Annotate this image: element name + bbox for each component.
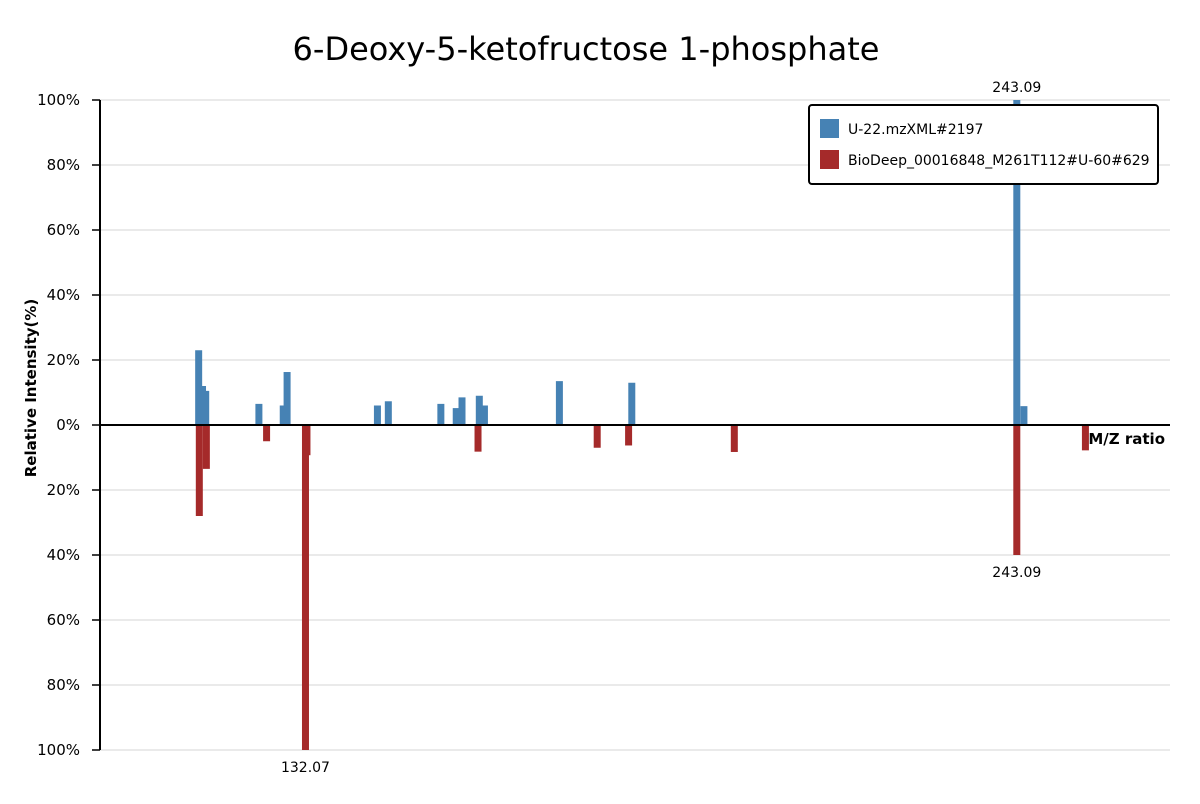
sample-peak-bar[interactable] xyxy=(628,382,636,425)
sample-peak-bar[interactable] xyxy=(279,405,287,426)
peak-mz-label: 243.09 xyxy=(992,80,1041,96)
y-tick-label: 20% xyxy=(47,351,80,369)
sample-peak-bar[interactable] xyxy=(384,401,392,425)
y-tick-label: 60% xyxy=(47,611,80,629)
y-axis-ticks: 100% 80% 60% 40% 20% 0% 20% 40% 60% 80% 100% xyxy=(37,91,100,759)
reference-peak-bar[interactable] xyxy=(1013,425,1021,555)
sample-peak-bar[interactable] xyxy=(437,403,445,425)
sample-peak-bar[interactable] xyxy=(195,350,203,425)
sample-peak-bar[interactable] xyxy=(202,390,210,425)
legend[interactable]: U-22.mzXML#2197 BioDeep_00016848_M261T11… xyxy=(808,104,1159,185)
sample-peak-bar[interactable] xyxy=(452,408,460,425)
sample-peak-bar[interactable] xyxy=(475,395,483,425)
y-tick-label: 100% xyxy=(37,91,80,109)
legend-swatch-series-1 xyxy=(820,119,839,138)
sample-peak-bar[interactable] xyxy=(555,381,563,425)
y-tick-label: 80% xyxy=(47,156,80,174)
sample-peak-bar[interactable] xyxy=(480,405,488,426)
reference-peak-bar[interactable] xyxy=(625,425,633,446)
chart-title: 6-Deoxy-5-ketofructose 1-phosphate xyxy=(293,30,880,68)
axes xyxy=(99,100,1170,750)
sample-peak-bar[interactable] xyxy=(458,397,466,425)
peak-mz-label: 132.07 xyxy=(281,760,330,776)
reference-peak-bar[interactable] xyxy=(202,425,210,469)
sample-peak-bar[interactable] xyxy=(373,405,381,426)
sample-peak-bar[interactable] xyxy=(1013,100,1021,425)
peak-mz-label: 243.09 xyxy=(992,565,1041,581)
legend-box xyxy=(808,104,1159,185)
reference-peak-bar[interactable] xyxy=(195,425,203,516)
sample-peak-bar[interactable] xyxy=(255,403,263,425)
y-tick-label: 0% xyxy=(56,416,80,434)
y-tick-label: 60% xyxy=(47,221,80,239)
legend-label-series-1: U-22.mzXML#2197 xyxy=(848,122,983,138)
sample-peak-bar[interactable] xyxy=(1020,406,1028,425)
reference-peak-bar[interactable] xyxy=(730,425,738,452)
y-tick-label: 40% xyxy=(47,286,80,304)
reference-peak-bar[interactable] xyxy=(474,425,482,452)
y-tick-label: 100% xyxy=(37,741,80,759)
reference-peak-bar[interactable] xyxy=(593,425,601,448)
legend-label-series-2: BioDeep_00016848_M261T112#U-60#629 xyxy=(848,153,1150,169)
y-tick-label: 80% xyxy=(47,676,80,694)
y-axis-title: Relative Intensity(%) xyxy=(22,299,40,478)
x-axis-title: M/Z ratio xyxy=(1088,430,1165,448)
y-tick-label: 40% xyxy=(47,546,80,564)
reference-peak-bar[interactable] xyxy=(301,425,309,750)
y-tick-label: 20% xyxy=(47,481,80,499)
spectrum-bars xyxy=(195,100,1089,750)
reference-peak-bar[interactable] xyxy=(1081,425,1089,451)
sample-peak-bar[interactable] xyxy=(283,372,291,425)
reference-peak-bar[interactable] xyxy=(263,425,271,442)
legend-swatch-series-2 xyxy=(820,150,839,169)
peak-labels: 243.09 132.07 243.09 xyxy=(281,80,1041,776)
